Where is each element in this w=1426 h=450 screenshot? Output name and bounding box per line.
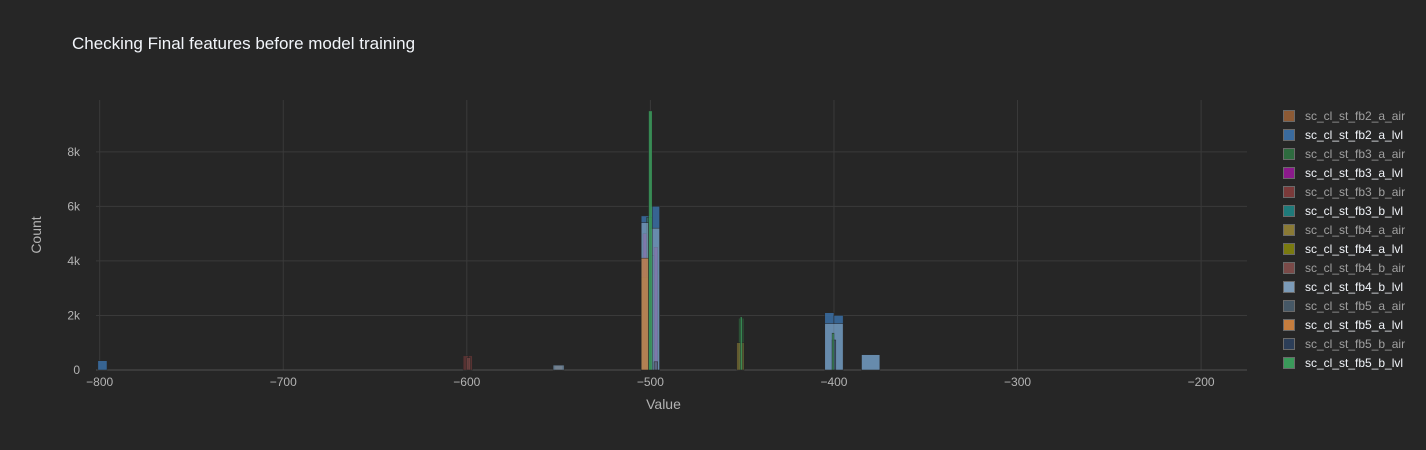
legend-item[interactable]: sc_cl_st_fb4_b_lvl bbox=[1283, 277, 1405, 296]
legend-swatch bbox=[1283, 185, 1295, 198]
legend-item[interactable]: sc_cl_st_fb5_a_lvl bbox=[1283, 315, 1405, 334]
legend-swatch bbox=[1283, 280, 1295, 293]
legend-label: sc_cl_st_fb3_a_lvl bbox=[1305, 165, 1404, 180]
histogram-bar bbox=[653, 361, 658, 371]
legend-item[interactable]: sc_cl_st_fb5_b_air bbox=[1283, 334, 1405, 353]
legend-item[interactable]: sc_cl_st_fb3_a_air bbox=[1283, 144, 1405, 163]
x-axis-label: Value bbox=[646, 396, 681, 412]
histogram-bar bbox=[97, 360, 108, 371]
legend-label: sc_cl_st_fb5_b_lvl bbox=[1305, 355, 1404, 370]
legend-item[interactable]: sc_cl_st_fb3_b_air bbox=[1283, 182, 1405, 201]
legend-swatch bbox=[1283, 166, 1295, 179]
legend-item[interactable]: sc_cl_st_fb5_b_lvl bbox=[1283, 353, 1405, 372]
histogram-bar bbox=[740, 316, 743, 371]
x-tick-label: −200 bbox=[1188, 375, 1215, 389]
legend-label: sc_cl_st_fb5_a_lvl bbox=[1305, 317, 1404, 332]
legend-item[interactable]: sc_cl_st_fb3_b_lvl bbox=[1283, 201, 1405, 220]
x-tick-label: −700 bbox=[270, 375, 297, 389]
legend-swatch bbox=[1283, 242, 1295, 255]
x-tick-label: −800 bbox=[86, 375, 113, 389]
legend-item[interactable]: sc_cl_st_fb2_a_lvl bbox=[1283, 125, 1405, 144]
legend-item[interactable]: sc_cl_st_fb4_a_lvl bbox=[1283, 239, 1405, 258]
legend-label: sc_cl_st_fb4_a_air bbox=[1305, 222, 1406, 237]
legend-item[interactable]: sc_cl_st_fb3_a_lvl bbox=[1283, 163, 1405, 182]
chart-title: Checking Final features before model tra… bbox=[72, 34, 416, 53]
histogram-bar bbox=[640, 257, 649, 371]
legend-label: sc_cl_st_fb3_a_air bbox=[1305, 146, 1406, 161]
x-tick-label: −500 bbox=[637, 375, 664, 389]
histogram-bar bbox=[861, 354, 881, 371]
legend-swatch bbox=[1283, 147, 1295, 160]
y-tick-label: 4k bbox=[67, 254, 81, 268]
legend-label: sc_cl_st_fb4_a_lvl bbox=[1305, 241, 1404, 256]
legend-swatch bbox=[1283, 261, 1295, 274]
legend-label: sc_cl_st_fb5_b_air bbox=[1305, 336, 1406, 351]
legend-label: sc_cl_st_fb4_b_lvl bbox=[1305, 279, 1404, 294]
histogram-bar bbox=[466, 357, 471, 371]
y-tick-label: 8k bbox=[67, 145, 81, 159]
legend-item[interactable]: sc_cl_st_fb5_a_air bbox=[1283, 296, 1405, 315]
legend-label: sc_cl_st_fb3_b_lvl bbox=[1305, 203, 1404, 218]
y-tick-label: 0 bbox=[73, 363, 80, 377]
legend-label: sc_cl_st_fb2_a_air bbox=[1305, 108, 1406, 123]
x-tick-label: −400 bbox=[820, 375, 847, 389]
histogram-bar bbox=[831, 332, 835, 371]
legend-item[interactable]: sc_cl_st_fb2_a_air bbox=[1283, 106, 1405, 125]
legend-label: sc_cl_st_fb2_a_lvl bbox=[1305, 127, 1404, 142]
legend-swatch bbox=[1283, 223, 1295, 236]
x-tick-label: −300 bbox=[1004, 375, 1031, 389]
y-axis-label: Count bbox=[28, 216, 44, 254]
grid-lines bbox=[96, 100, 1247, 371]
legend-swatch bbox=[1283, 337, 1295, 350]
legend-item[interactable]: sc_cl_st_fb4_a_air bbox=[1283, 220, 1405, 239]
legend-swatch bbox=[1283, 109, 1295, 122]
legend: sc_cl_st_fb2_a_air sc_cl_st_fb2_a_lvl sc_c… bbox=[1283, 106, 1405, 372]
legend-swatch bbox=[1283, 204, 1295, 217]
histogram-bar bbox=[552, 364, 565, 371]
legend-label: sc_cl_st_fb5_a_air bbox=[1305, 298, 1406, 313]
x-tick-label: −600 bbox=[453, 375, 480, 389]
legend-swatch bbox=[1283, 299, 1295, 312]
histogram-bar bbox=[648, 110, 653, 371]
legend-swatch bbox=[1283, 318, 1295, 331]
legend-item[interactable]: sc_cl_st_fb4_b_air bbox=[1283, 258, 1405, 277]
bar-layer bbox=[97, 110, 881, 371]
legend-label: sc_cl_st_fb4_b_air bbox=[1305, 260, 1406, 275]
legend-swatch bbox=[1283, 356, 1295, 369]
legend-label: sc_cl_st_fb3_b_air bbox=[1305, 184, 1406, 199]
y-tick-label: 2k bbox=[67, 308, 81, 322]
axis-labels: −800 −700 −600 −500 −400 −300 −200 0 2k 4k 6k 8k bbox=[67, 145, 1215, 389]
legend-swatch bbox=[1283, 128, 1295, 141]
y-tick-label: 6k bbox=[67, 199, 81, 213]
